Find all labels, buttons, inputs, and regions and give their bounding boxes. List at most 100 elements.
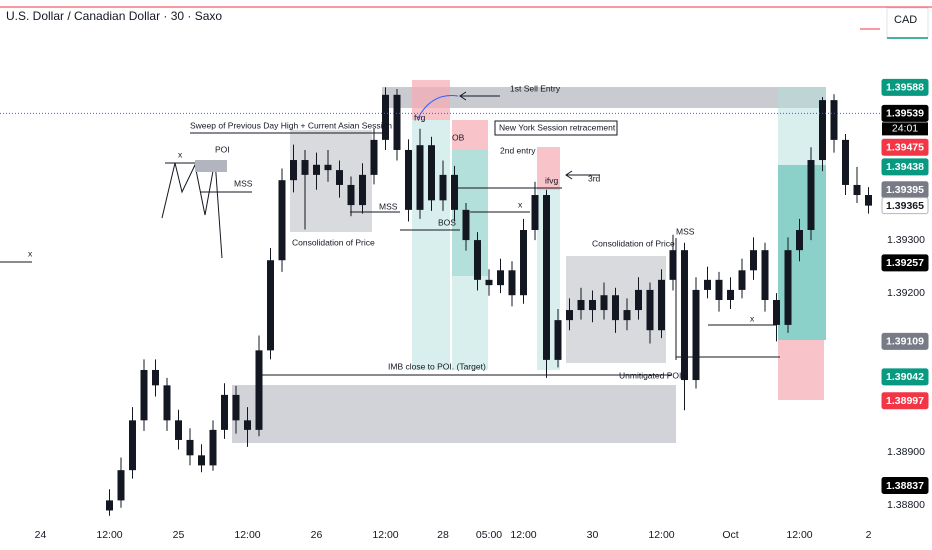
poi-zone	[232, 385, 676, 443]
annotation: IMB close to POI. (Target)	[388, 361, 486, 371]
candle-body	[290, 160, 297, 181]
annotation: 1st Sell Entry	[510, 83, 561, 93]
candle-body	[163, 385, 171, 421]
risk-zone	[778, 340, 824, 400]
x-tick-label: 12:00	[372, 529, 398, 541]
candle-body	[451, 174, 458, 210]
candle-body	[129, 420, 136, 471]
candle-body	[405, 149, 412, 210]
annotation: ifvg	[545, 175, 559, 185]
currency-button[interactable]	[886, 7, 929, 39]
x-tick-label: 12:00	[234, 529, 260, 541]
risk-zone	[412, 80, 450, 120]
x-tick-label: 28	[437, 529, 449, 541]
candle-body	[531, 195, 539, 231]
x-tick-label: 30	[587, 529, 599, 541]
annotation: 2nd entry	[500, 145, 536, 155]
candle-body	[324, 164, 332, 171]
candle-body	[865, 195, 872, 206]
annotation: MSS	[676, 226, 695, 236]
price-badge-label: 1.39438	[886, 161, 924, 173]
price-badge-label: 1.39539	[886, 108, 924, 120]
candle-body	[612, 295, 619, 321]
x-tick-label: Oct	[722, 529, 738, 541]
annotations: Sweep of Previous Day High + Current Asi…	[28, 83, 755, 380]
annotation: Consolidation of Price	[592, 238, 675, 248]
candle-body	[807, 160, 815, 231]
candle-body	[255, 350, 263, 430]
candle-body	[244, 420, 251, 430]
candle-body	[313, 164, 320, 175]
candle-body	[198, 455, 205, 466]
arrow	[459, 91, 500, 101]
candle-body	[140, 369, 148, 421]
price-badge	[881, 392, 929, 410]
x-tick-label: 12:00	[96, 529, 122, 541]
candles	[106, 87, 872, 516]
candle-body	[520, 230, 527, 296]
x-tick-label: 12:00	[510, 529, 536, 541]
price-badge-label: 1.39395	[886, 184, 924, 196]
annotation: 3rd	[588, 173, 601, 183]
annotation: Unmitigated POI	[619, 370, 681, 380]
note-box	[494, 120, 618, 136]
annotation: MSS	[234, 178, 253, 188]
candle-body	[152, 369, 159, 386]
annotation: BOS	[438, 217, 456, 227]
risk-zone	[537, 147, 560, 190]
candle-body	[474, 240, 481, 280]
candle-body	[761, 250, 769, 300]
price-badge-label: 1.39475	[886, 142, 924, 154]
price-badge-label: 1.39588	[886, 82, 924, 94]
candle-body	[106, 500, 113, 511]
candle-body	[727, 289, 734, 300]
consolidation-zone	[290, 130, 372, 232]
candle-body	[738, 270, 746, 290]
candle-body	[853, 184, 861, 196]
annotation: OB	[452, 132, 465, 142]
chart-title: U.S. Dollar / Canadian Dollar · 30 · Sax…	[6, 9, 222, 23]
candle-body	[232, 394, 240, 421]
candle-body	[658, 279, 665, 331]
risk-zone	[452, 120, 488, 150]
candle-body	[267, 260, 274, 351]
price-badge	[881, 368, 929, 386]
countdown-box	[882, 122, 928, 136]
candle-body	[186, 439, 194, 456]
price-badge-label: 1.39109	[886, 336, 924, 348]
price-axis: 1.39300 1.39200 1.38900 1.38800 1.39588 24:01…	[880, 40, 932, 550]
candle-body	[278, 180, 286, 261]
candle-body	[646, 289, 654, 331]
candle-body	[554, 320, 562, 360]
candle-body	[796, 230, 803, 251]
candle-body	[209, 429, 217, 466]
candle-body	[566, 310, 573, 321]
annotation: x	[750, 313, 755, 323]
candle-body	[543, 195, 550, 360]
price-badge-label: 1.38837	[886, 480, 924, 492]
price-badge	[881, 254, 929, 272]
currency-label[interactable]: CAD	[894, 14, 917, 26]
candle-body	[692, 289, 700, 381]
y-tick-label: 1.39300	[887, 234, 925, 246]
price-badge	[881, 477, 929, 495]
candle-body	[842, 139, 849, 185]
candle-body	[439, 174, 447, 201]
candle-body	[416, 145, 424, 210]
candle-body	[589, 299, 596, 311]
candle-body	[830, 100, 838, 140]
x-tick-label: 2	[866, 529, 872, 541]
price-badge-label: 1.39042	[886, 371, 924, 383]
candle-body	[750, 250, 757, 271]
candle-body	[704, 279, 711, 290]
candle-body	[508, 270, 516, 296]
arrow	[565, 170, 600, 180]
candle-body	[485, 279, 493, 286]
candle-body	[370, 139, 378, 175]
x-tick-label: 12:00	[786, 529, 812, 541]
candle-body	[382, 94, 389, 140]
reward-zone	[452, 150, 488, 276]
annotation: New York Session retracement	[499, 122, 616, 132]
candle-body	[819, 100, 826, 161]
